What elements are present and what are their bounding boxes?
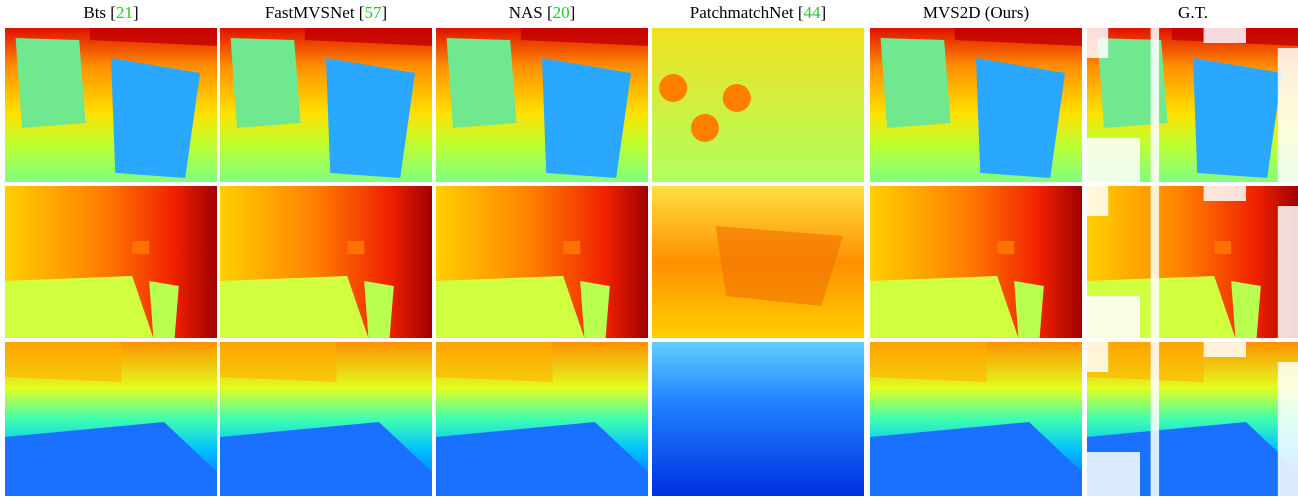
depth-background: [652, 342, 864, 496]
missing-depth: [1151, 342, 1159, 496]
region: [1214, 241, 1231, 254]
depth-map: [436, 342, 648, 496]
region: [1231, 281, 1261, 338]
column-header: MVS2D (Ours): [870, 3, 1082, 23]
missing-depth: [1204, 342, 1246, 357]
region: [436, 276, 584, 338]
depth-map: [220, 342, 432, 496]
missing-depth: [1278, 48, 1298, 182]
region: [563, 241, 580, 254]
citation: 20: [553, 3, 570, 22]
region: [111, 58, 200, 178]
depth-map: [652, 28, 864, 182]
missing-depth: [1087, 186, 1108, 216]
depth-map: [870, 28, 1082, 182]
depth-map: [1087, 186, 1298, 338]
region: [220, 342, 337, 382]
region: [364, 281, 394, 338]
missing-depth: [1087, 28, 1108, 58]
depth-map: [652, 342, 864, 496]
region: [447, 38, 517, 128]
region: [870, 342, 987, 382]
header-text: G.T.: [1178, 3, 1208, 22]
region: [542, 58, 631, 178]
missing-depth: [1151, 186, 1159, 338]
region: [132, 241, 149, 254]
missing-depth: [1204, 186, 1246, 201]
region: [149, 281, 179, 338]
depth-map: [220, 186, 432, 338]
region: [16, 38, 86, 128]
region: [580, 281, 610, 338]
region: [1193, 58, 1282, 178]
depth-map: [436, 28, 648, 182]
header-text: PatchmatchNet [: [690, 3, 804, 22]
header-text: ]: [381, 3, 387, 22]
missing-depth: [1087, 342, 1108, 372]
region: [997, 241, 1014, 254]
region: [220, 276, 368, 338]
column-header: G.T.: [1087, 3, 1298, 23]
depth-map: [870, 342, 1082, 496]
region: [976, 58, 1065, 178]
header-text: MVS2D (Ours): [923, 3, 1029, 22]
missing-depth: [1087, 296, 1140, 338]
depth-map: [5, 342, 217, 496]
depth-map: [5, 186, 217, 338]
column-header: PatchmatchNet [44]: [652, 3, 864, 23]
region: [1014, 281, 1044, 338]
region: [881, 38, 951, 128]
depth-map: [220, 28, 432, 182]
depth-map: [436, 186, 648, 338]
header-text: FastMVSNet [: [265, 3, 365, 22]
column-header: Bts [21]: [5, 3, 217, 23]
region: [870, 276, 1018, 338]
header-text: NAS [: [509, 3, 553, 22]
missing-depth: [1278, 362, 1298, 496]
depth-map: [5, 28, 217, 182]
region: [347, 241, 364, 254]
region: [436, 342, 553, 382]
missing-depth: [1204, 28, 1246, 43]
missing-depth: [1087, 452, 1140, 496]
depth-map: [1087, 342, 1298, 496]
header-text: ]: [133, 3, 139, 22]
missing-depth: [1087, 138, 1140, 182]
depth-map: [870, 186, 1082, 338]
header-text: ]: [570, 3, 576, 22]
header-text: ]: [821, 3, 827, 22]
depth-map: [1087, 28, 1298, 182]
column-header: FastMVSNet [57]: [220, 3, 432, 23]
depth-background: [652, 28, 864, 182]
region: [716, 226, 843, 306]
region: [691, 114, 719, 142]
depth-map-grid: [0, 0, 1298, 499]
region: [326, 58, 415, 178]
header-text: Bts [: [83, 3, 116, 22]
depth-map: [652, 186, 864, 338]
citation: 57: [364, 3, 381, 22]
region: [231, 38, 301, 128]
figure: Bts [21]FastMVSNet [57]NAS [20]Patchmatc…: [0, 0, 1298, 499]
region: [723, 84, 751, 112]
missing-depth: [1278, 206, 1298, 338]
region: [659, 74, 687, 102]
citation: 44: [804, 3, 821, 22]
region: [5, 342, 122, 382]
region: [5, 276, 153, 338]
citation: 21: [116, 3, 133, 22]
column-header: NAS [20]: [436, 3, 648, 23]
missing-depth: [1151, 28, 1159, 182]
